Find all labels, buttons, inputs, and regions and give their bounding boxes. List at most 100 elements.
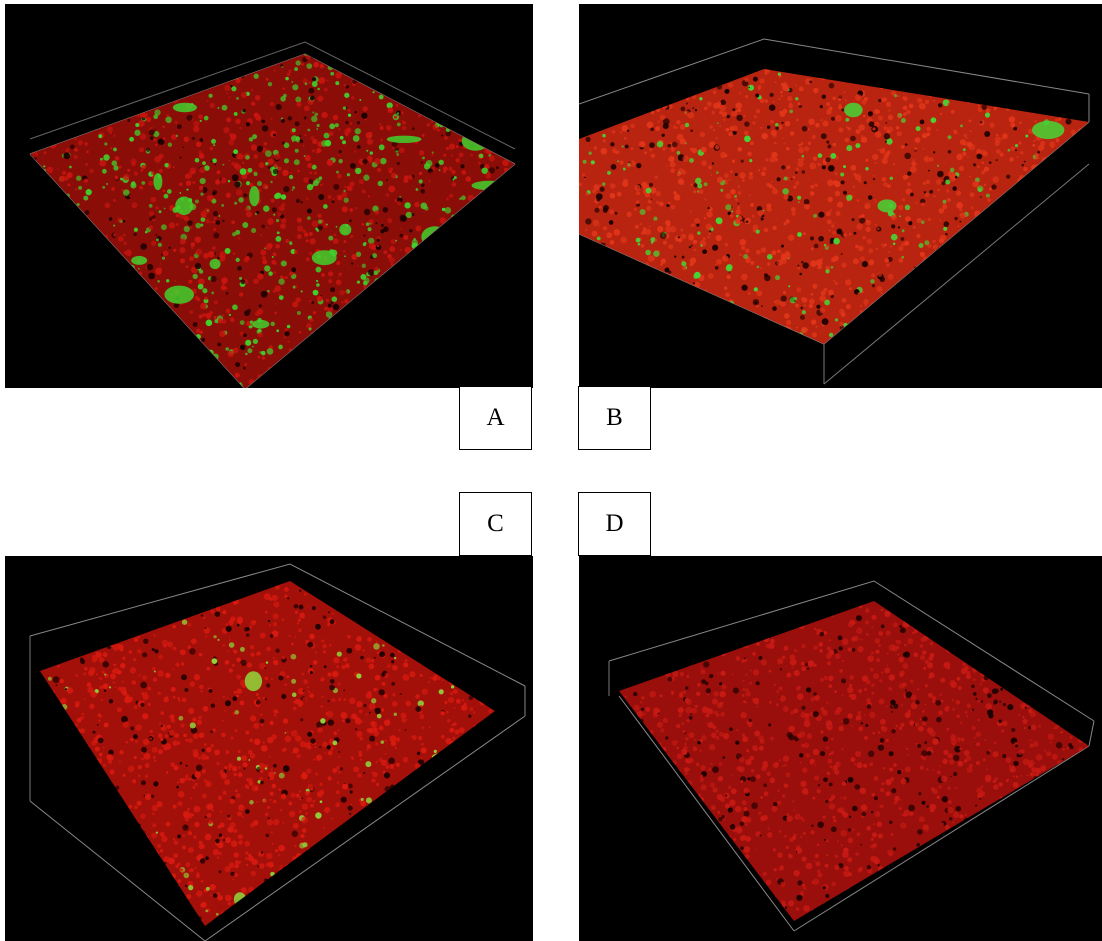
speckle bbox=[795, 167, 800, 172]
speckle bbox=[180, 18, 184, 22]
speckle bbox=[670, 204, 676, 210]
speckle bbox=[308, 232, 313, 236]
speckle bbox=[162, 189, 166, 193]
speckle bbox=[1092, 42, 1097, 47]
speckle bbox=[292, 54, 298, 57]
speckle bbox=[488, 155, 495, 162]
speckle bbox=[810, 184, 815, 189]
speckle bbox=[1068, 323, 1072, 326]
speckle bbox=[851, 218, 855, 222]
speckle bbox=[312, 373, 319, 380]
speckle bbox=[25, 349, 27, 351]
speckle bbox=[492, 54, 500, 61]
speckle bbox=[909, 72, 914, 77]
speckle bbox=[859, 372, 864, 377]
speckle bbox=[965, 29, 971, 35]
speckle bbox=[779, 300, 786, 307]
speckle bbox=[425, 28, 432, 35]
speckle bbox=[529, 41, 533, 45]
speckle bbox=[480, 70, 486, 76]
speckle bbox=[729, 69, 735, 74]
speckle bbox=[725, 182, 728, 185]
speckle bbox=[164, 57, 171, 64]
speckle bbox=[619, 130, 623, 134]
speckle bbox=[632, 312, 639, 318]
speckle bbox=[644, 23, 647, 26]
speckle bbox=[314, 352, 318, 356]
speckle bbox=[336, 261, 341, 265]
speckle bbox=[390, 238, 397, 245]
speckle bbox=[294, 27, 299, 32]
speckle bbox=[899, 215, 901, 218]
speckle bbox=[263, 142, 268, 146]
speckle bbox=[93, 346, 95, 349]
speckle bbox=[433, 42, 436, 45]
secondary-patch bbox=[311, 250, 337, 266]
speckle bbox=[933, 40, 936, 43]
speckle bbox=[170, 134, 177, 140]
speckle bbox=[1098, 331, 1102, 335]
speckle bbox=[161, 365, 166, 370]
speckle bbox=[1013, 230, 1018, 235]
speckle bbox=[42, 54, 49, 62]
speckle bbox=[1035, 95, 1041, 100]
speckle bbox=[202, 57, 205, 61]
speckle bbox=[460, 195, 466, 201]
speckle bbox=[947, 135, 952, 140]
speckle bbox=[494, 97, 499, 102]
speckle bbox=[487, 251, 493, 257]
speckle bbox=[159, 67, 163, 71]
speckle bbox=[235, 10, 237, 12]
speckle bbox=[1046, 347, 1049, 350]
speckle bbox=[326, 382, 332, 387]
speckle bbox=[194, 262, 202, 270]
speckle bbox=[690, 183, 693, 186]
speckle bbox=[235, 362, 241, 368]
speckle bbox=[409, 368, 413, 372]
speckle bbox=[647, 255, 655, 262]
speckle bbox=[295, 136, 300, 141]
speckle bbox=[229, 317, 235, 323]
speckle bbox=[378, 122, 382, 126]
speckle bbox=[1024, 32, 1026, 34]
speckle bbox=[789, 109, 794, 114]
speckle bbox=[507, 82, 511, 86]
speckle bbox=[488, 167, 496, 174]
speckle bbox=[938, 4, 942, 8]
speckle bbox=[149, 32, 155, 38]
speckle bbox=[834, 190, 841, 197]
speckle bbox=[518, 103, 521, 106]
speckle bbox=[925, 268, 929, 272]
speckle bbox=[640, 40, 646, 46]
speckle bbox=[801, 260, 804, 264]
speckle bbox=[89, 168, 94, 174]
speckle bbox=[357, 265, 359, 267]
speckle bbox=[786, 69, 791, 71]
speckle bbox=[199, 269, 204, 274]
speckle bbox=[288, 174, 294, 180]
speckle bbox=[884, 18, 888, 22]
speckle bbox=[173, 248, 177, 253]
speckle bbox=[340, 46, 342, 48]
speckle bbox=[819, 295, 826, 302]
speckle bbox=[444, 309, 452, 316]
speckle bbox=[661, 356, 665, 360]
speckle bbox=[507, 20, 510, 23]
speckle bbox=[1014, 203, 1021, 210]
speckle bbox=[330, 71, 335, 76]
speckle bbox=[160, 224, 167, 231]
speckle bbox=[1070, 129, 1076, 135]
speckle bbox=[658, 24, 661, 27]
speckle bbox=[62, 309, 68, 315]
speckle bbox=[1064, 339, 1068, 344]
speckle bbox=[323, 353, 328, 358]
speckle bbox=[40, 176, 46, 182]
speckle bbox=[998, 54, 1001, 57]
speckle bbox=[94, 342, 99, 348]
speckle bbox=[845, 126, 848, 128]
speckle bbox=[100, 235, 105, 240]
speckle bbox=[883, 133, 891, 140]
speckle bbox=[106, 33, 110, 37]
speckle bbox=[530, 364, 533, 367]
speckle bbox=[65, 320, 72, 327]
